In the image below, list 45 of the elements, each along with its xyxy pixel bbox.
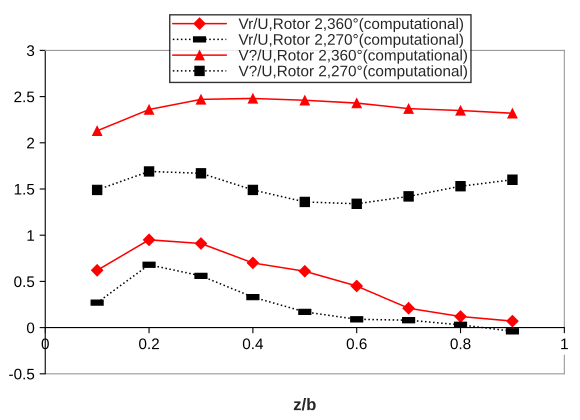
x-tick-label: 0.6: [346, 338, 367, 350]
point: [248, 184, 258, 196]
point: [92, 184, 102, 196]
y-tick-label: -0.5: [9, 368, 34, 380]
x-axis-title: z/b: [294, 398, 316, 410]
point: [350, 280, 363, 292]
point: [90, 264, 104, 277]
point: [144, 104, 154, 115]
point: [402, 302, 415, 314]
legend-label: Vr/U,Rotor 2,360°(computational): [238, 18, 464, 32]
point: [455, 105, 466, 116]
x-tick-label: 0.2: [139, 338, 159, 350]
point: [403, 191, 414, 202]
point: [455, 181, 466, 192]
point: [403, 103, 414, 114]
point: [248, 93, 258, 104]
point: [144, 166, 154, 177]
point: [454, 310, 467, 323]
y-tick-label: 2: [27, 138, 34, 148]
y-tick-label: 1: [27, 230, 34, 241]
point: [196, 168, 206, 179]
x-tick-label: 0.8: [450, 338, 470, 350]
point: [506, 314, 519, 328]
point: [300, 196, 310, 208]
x-tick-label: 0.4: [242, 338, 264, 350]
legend-label: Vr/U,Rotor 2,270°(computational): [238, 34, 464, 48]
point: [196, 94, 206, 105]
point: [351, 98, 362, 108]
point: [92, 126, 102, 136]
legend-label: V?/U,Rotor 2,360°(computational): [238, 49, 467, 64]
point: [246, 256, 260, 270]
y-tick-label: 0: [26, 322, 34, 334]
y-tick-label: 0.5: [14, 276, 34, 288]
point: [507, 174, 518, 185]
point: [142, 234, 156, 246]
y-tick-label: 1.5: [14, 184, 34, 195]
point: [351, 198, 362, 209]
y-tick-label: 3: [26, 45, 34, 56]
point: [300, 95, 310, 106]
point: [194, 237, 208, 250]
point: [507, 108, 518, 118]
point: [298, 264, 312, 278]
x-tick-label: 1: [561, 338, 568, 350]
legend-label: V?/U,Rotor 2,270°(computational): [238, 65, 467, 80]
y-tick-label: 2.5: [14, 91, 34, 102]
